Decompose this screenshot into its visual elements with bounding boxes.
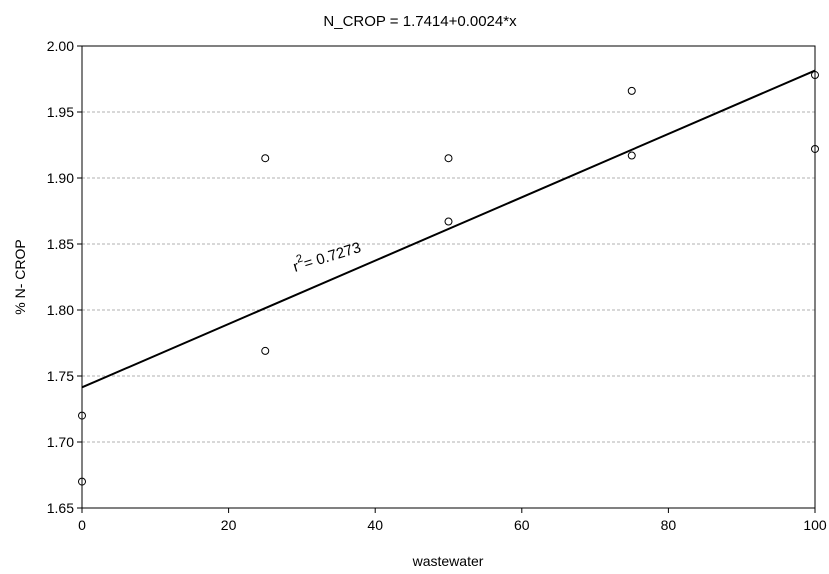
data-point: [627, 86, 636, 95]
grid-lines: [82, 111, 815, 443]
y-tick-label: 1.90: [47, 170, 74, 186]
x-tick-label: 80: [661, 517, 677, 533]
y-tick-label: 1.85: [47, 236, 74, 252]
data-point: [261, 154, 270, 163]
y-axis-ticks: 1.65 1.70 1.75 1.80 1.85 1.90 1.95 2.00: [47, 38, 82, 516]
y-tick-label: 1.65: [47, 500, 74, 516]
data-point: [627, 151, 636, 160]
y-tick-label: 1.70: [47, 434, 74, 450]
plot-area-frame: [81, 45, 816, 509]
x-tick-label: 0: [78, 517, 86, 533]
y-tick-label: 1.80: [47, 302, 74, 318]
data-point: [444, 154, 453, 163]
data-points: [78, 71, 819, 486]
regression-line: [81, 69, 816, 389]
x-tick-label: 100: [803, 517, 827, 533]
y-tick-label: 1.75: [47, 368, 74, 384]
y-axis-label: % N- CROP: [12, 239, 28, 314]
x-tick-label: 40: [367, 517, 383, 533]
r-exponent: 2: [295, 252, 304, 265]
y-tick-label: 1.95: [47, 104, 74, 120]
data-point: [261, 346, 270, 355]
chart-title: N_CROP = 1.7414+0.0024*x: [323, 13, 517, 30]
x-tick-label: 20: [221, 517, 237, 533]
x-tick-label: 60: [514, 517, 530, 533]
x-axis-ticks: 0 20 40 60 80 100: [78, 508, 827, 533]
data-point: [444, 217, 453, 226]
x-axis-label: wastewater: [412, 553, 484, 569]
r-label: r: [291, 258, 301, 276]
y-tick-label: 2.00: [47, 38, 74, 54]
